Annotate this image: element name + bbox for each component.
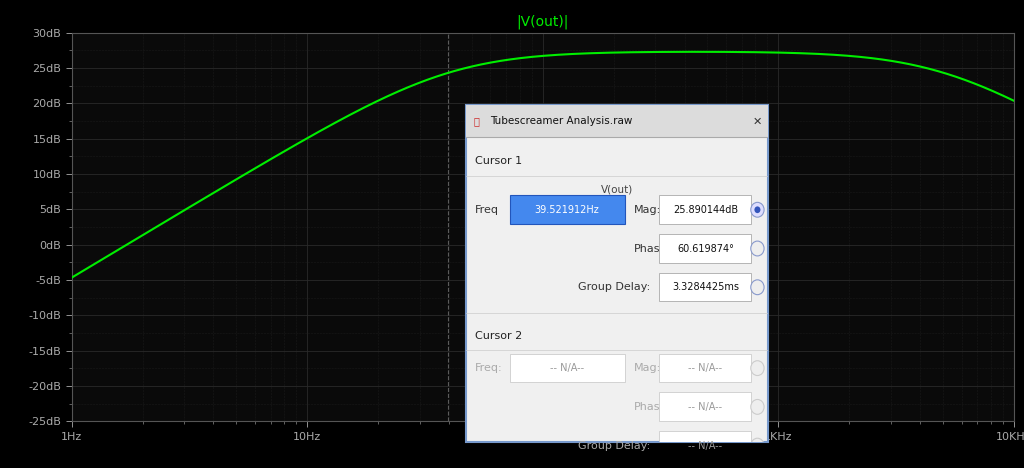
Text: Tubescreamer Analysis.raw: Tubescreamer Analysis.raw [490,117,633,126]
Text: V(out): V(out) [601,184,633,195]
Text: 🔴: 🔴 [473,117,479,126]
FancyBboxPatch shape [466,105,768,442]
FancyBboxPatch shape [510,354,625,382]
Text: 60.619874°: 60.619874° [677,243,734,254]
Text: Phase:: Phase: [634,402,671,412]
FancyBboxPatch shape [659,273,752,301]
Circle shape [751,241,764,256]
Text: -- N/A--: -- N/A-- [550,363,584,373]
Bar [466,105,768,137]
Text: 25.890144dB: 25.890144dB [673,205,738,215]
Text: Cursor 2: Cursor 2 [475,331,522,341]
Text: Group Delay:: Group Delay: [578,282,650,292]
Text: -- N/A--: -- N/A-- [688,441,723,451]
Text: Freq:: Freq: [475,363,503,373]
FancyBboxPatch shape [510,195,625,224]
Circle shape [751,400,764,414]
Circle shape [751,361,764,375]
FancyBboxPatch shape [659,354,752,382]
FancyBboxPatch shape [659,431,752,460]
Text: Mag:: Mag: [634,363,660,373]
Title: |V(out)|: |V(out)| [516,15,569,29]
Text: ✕: ✕ [753,117,762,126]
Text: Mag:: Mag: [634,205,660,215]
Text: -- N/A--: -- N/A-- [688,402,723,412]
Text: 3.3284425ms: 3.3284425ms [672,282,739,292]
FancyBboxPatch shape [659,195,752,224]
Text: 39.521912Hz: 39.521912Hz [535,205,599,215]
Text: Phase:: Phase: [634,243,671,254]
FancyBboxPatch shape [659,392,752,421]
Text: -- N/A--: -- N/A-- [688,363,723,373]
Circle shape [751,280,764,295]
Circle shape [755,206,761,213]
Circle shape [751,438,764,453]
Text: Group Delay:: Group Delay: [578,441,650,451]
FancyBboxPatch shape [659,234,752,263]
Circle shape [751,202,764,217]
Text: Cursor 1: Cursor 1 [475,156,522,166]
Text: Freq: Freq [475,205,499,215]
